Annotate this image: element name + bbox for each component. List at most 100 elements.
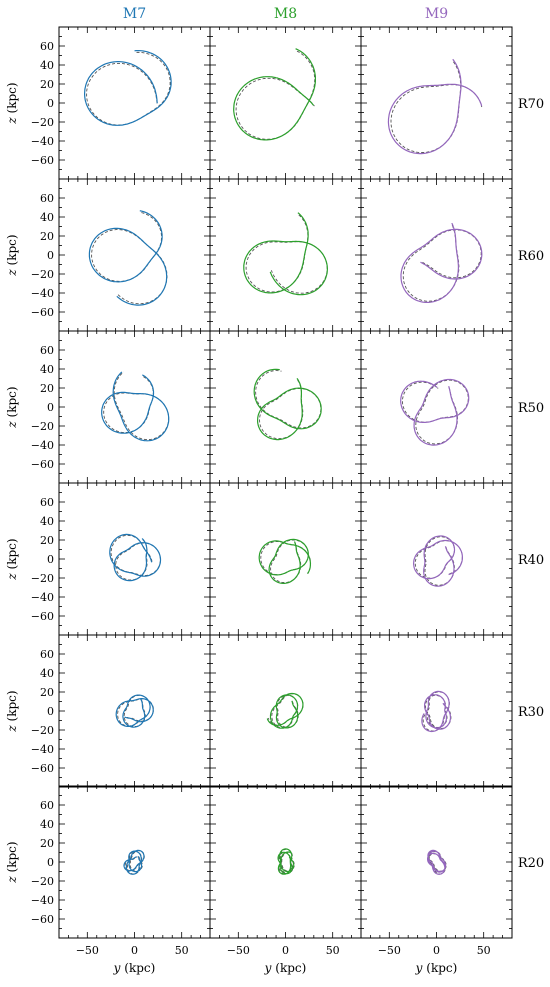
model-orbit-M8-R40: [258, 538, 311, 584]
y-axis-label: z (kpc): [5, 841, 19, 883]
panel-frame: [58, 482, 211, 636]
y-axis-label: z (kpc): [5, 690, 19, 732]
column-label-M7: M7: [123, 6, 146, 22]
model-orbit-M7-R50: [101, 371, 170, 442]
reference-orbit-M8-R60: [245, 214, 328, 294]
x-tick-label: 50: [326, 944, 340, 957]
y-tick-label: −20: [31, 572, 54, 585]
model-orbit-M7-R20: [123, 849, 145, 875]
row-label-R40: R40: [518, 553, 544, 568]
x-tick-label: 0: [282, 944, 289, 957]
y-tick-label: 0: [47, 401, 54, 414]
y-tick-label: −40: [31, 287, 54, 300]
panel-frame: [360, 482, 513, 636]
panel-M9-R50: [360, 330, 513, 484]
y-tick-label: 60: [40, 40, 54, 53]
model-orbit-M7-R30: [115, 694, 154, 728]
panel-frame: [360, 178, 513, 332]
y-tick-label: 40: [40, 515, 54, 528]
y-tick-label: −20: [31, 116, 54, 129]
y-tick-label: 0: [47, 249, 54, 262]
panel-frame: [209, 178, 362, 332]
column-label-M8: M8: [274, 6, 297, 22]
y-tick-label: 60: [40, 192, 54, 205]
y-axis-label: z (kpc): [5, 82, 19, 124]
panel-frame: [58, 330, 211, 484]
panel-M7-R50: [58, 330, 211, 484]
y-tick-label: −40: [31, 591, 54, 604]
panel-frame: [360, 330, 513, 484]
model-orbit-M9-R60: [400, 222, 483, 303]
x-tick-label: 50: [175, 944, 189, 957]
panel-M7-R60: [58, 178, 211, 332]
y-tick-label: 20: [40, 230, 54, 243]
y-tick-label: −20: [31, 420, 54, 433]
model-orbit-M7-R70: [84, 50, 172, 126]
model-orbit-M8-R30: [266, 692, 304, 729]
y-tick-label: 60: [40, 648, 54, 661]
panel-M8-R20: [209, 785, 362, 939]
panel-M9-R20: [360, 785, 513, 939]
panel-M7-R70: [58, 26, 211, 180]
reference-orbit-M8-R70: [235, 50, 316, 140]
y-tick-label: 0: [47, 705, 54, 718]
y-tick-label: 20: [40, 534, 54, 547]
panel-frame: [209, 785, 362, 939]
model-orbit-M8-R60: [243, 212, 329, 296]
y-tick-label: −60: [31, 458, 54, 471]
model-orbit-M7-R60: [88, 210, 168, 306]
model-orbit-M9-R20: [427, 849, 447, 875]
y-tick-label: −60: [31, 610, 54, 623]
panel-frame: [360, 785, 513, 939]
panel-frame: [360, 26, 513, 180]
panel-M8-R40: [209, 482, 362, 636]
panel-M8-R50: [209, 330, 362, 484]
y-tick-label: 60: [40, 799, 54, 812]
y-tick-label: 20: [40, 686, 54, 699]
column-label-M9: M9: [425, 6, 448, 22]
y-tick-label: −40: [31, 743, 54, 756]
y-tick-label: −60: [31, 154, 54, 167]
panel-M8-R70: [209, 26, 362, 180]
row-label-R30: R30: [518, 705, 544, 720]
y-tick-label: 40: [40, 363, 54, 376]
model-orbit-M9-R70: [387, 58, 483, 155]
y-tick-label: −20: [31, 268, 54, 281]
y-axis-label: z (kpc): [5, 538, 19, 580]
panel-M7-R20: [58, 785, 211, 939]
x-axis-label: y (kpc): [264, 961, 307, 975]
x-tick-label: 50: [477, 944, 491, 957]
model-orbit-M7-R40: [109, 533, 162, 582]
model-orbit-M8-R50: [253, 368, 322, 441]
panel-M8-R60: [209, 178, 362, 332]
x-tick-label: 0: [131, 944, 138, 957]
y-tick-label: 20: [40, 78, 54, 91]
y-tick-label: −40: [31, 894, 54, 907]
y-tick-label: 60: [40, 496, 54, 509]
panel-M9-R30: [360, 634, 513, 788]
panel-M7-R30: [58, 634, 211, 788]
y-tick-label: 40: [40, 59, 54, 72]
y-tick-label: 20: [40, 837, 54, 850]
reference-orbit-M8-R20: [278, 848, 295, 875]
panel-frame: [58, 634, 211, 788]
x-tick-label: −50: [227, 944, 250, 957]
y-tick-label: 20: [40, 382, 54, 395]
reference-orbit-M9-R60: [402, 224, 482, 302]
y-tick-label: 0: [47, 97, 54, 110]
row-label-R20: R20: [518, 856, 544, 871]
panel-frame: [58, 26, 211, 180]
row-label-R70: R70: [518, 97, 544, 112]
y-tick-label: 40: [40, 211, 54, 224]
reference-orbit-M9-R50: [402, 379, 469, 445]
panel-frame: [209, 634, 362, 788]
panel-M9-R40: [360, 482, 513, 636]
reference-orbit-M8-R40: [260, 539, 312, 584]
y-tick-label: 40: [40, 818, 54, 831]
panel-frame: [58, 178, 211, 332]
y-axis-label: z (kpc): [5, 234, 19, 276]
model-orbit-M9-R40: [412, 535, 463, 587]
panel-frame: [209, 330, 362, 484]
panel-frame: [209, 26, 362, 180]
